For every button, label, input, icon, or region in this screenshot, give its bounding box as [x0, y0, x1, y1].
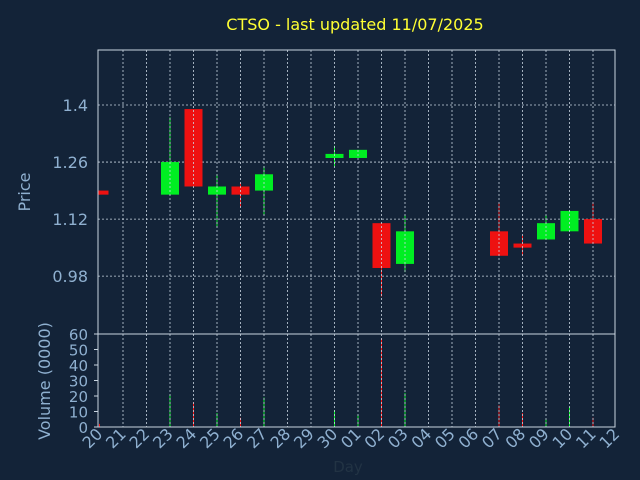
- candle-body: [513, 243, 532, 248]
- volume-axis-label: Volume (0000): [35, 322, 54, 440]
- y-tick-label: 1.26: [52, 153, 88, 172]
- y-tick-label: 0.98: [52, 267, 88, 286]
- candle-body: [372, 223, 391, 268]
- y-tick-label: 1.12: [52, 210, 88, 229]
- volume-tick-label: 50: [69, 342, 88, 360]
- x-axis-label: Day: [333, 458, 363, 476]
- volume-tick-label: 40: [69, 357, 88, 375]
- volume-tick-label: 20: [69, 388, 88, 406]
- volume-tick-label: 0: [78, 419, 88, 437]
- candle-body: [98, 190, 109, 195]
- volume-tick-label: 60: [69, 326, 88, 344]
- y-tick-label: 1.4: [63, 96, 88, 115]
- chart-title: CTSO - last updated 11/07/2025: [226, 15, 483, 34]
- x-tick-label: 12: [595, 424, 623, 452]
- volume-tick-label: 30: [69, 373, 88, 391]
- volume-frame: [97, 333, 616, 428]
- volume-plot: [99, 338, 594, 427]
- y-axis-label: Price: [15, 172, 34, 211]
- volume-tick-label: 10: [69, 404, 88, 422]
- candle-body: [560, 210, 579, 232]
- price-plot: [98, 109, 602, 297]
- candle-body: [349, 149, 367, 158]
